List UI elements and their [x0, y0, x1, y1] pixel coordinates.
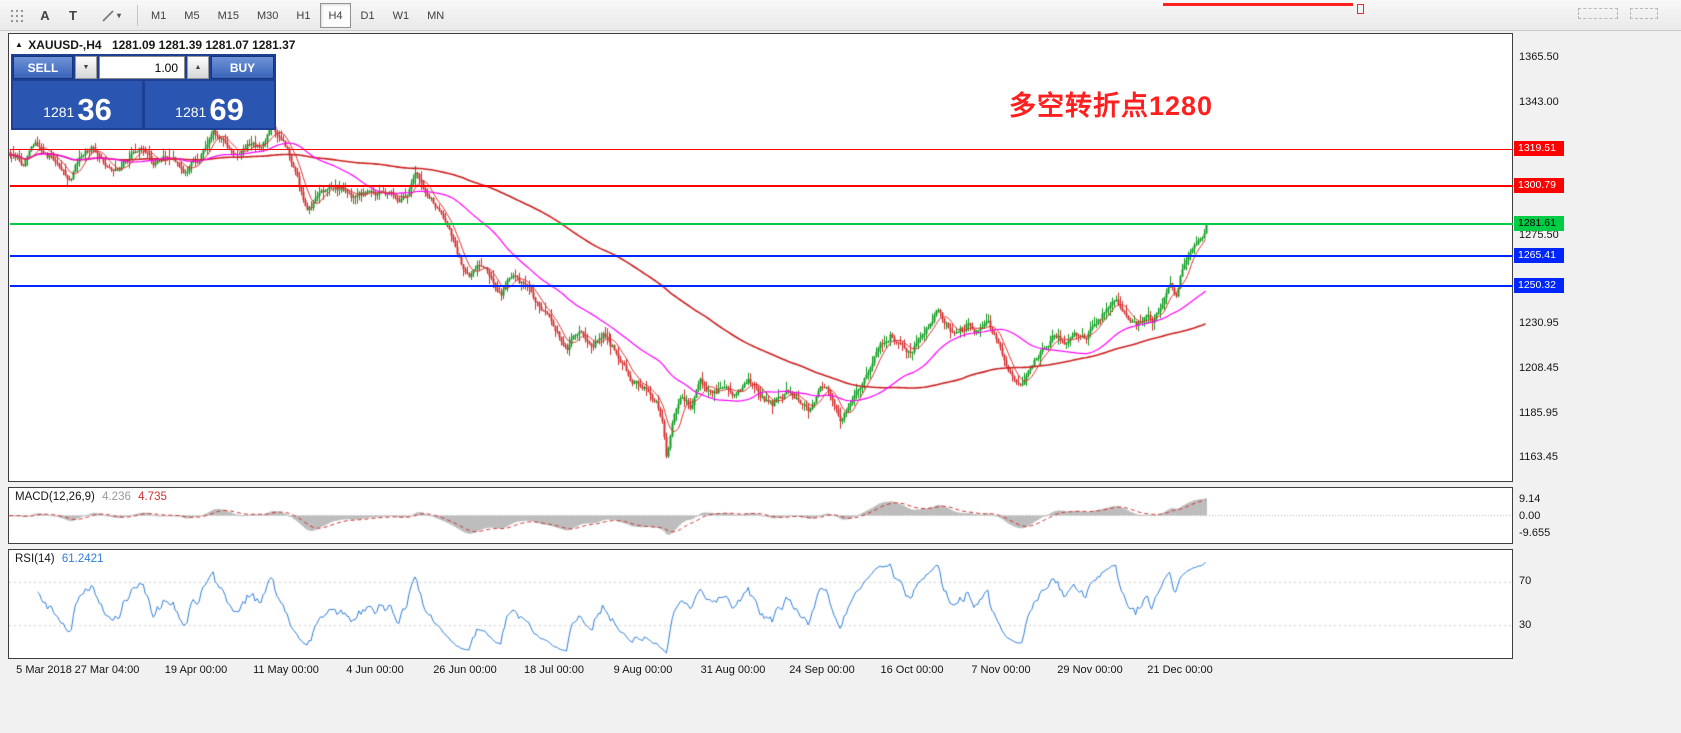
sell-price-display[interactable]: 1281 36 — [13, 81, 142, 128]
time-axis-label: 5 Mar 2018 — [16, 664, 72, 676]
grid-dots-icon — [10, 9, 24, 22]
price-axis-label: 1343.00 — [1519, 95, 1559, 108]
buy-price-pips: 69 — [209, 91, 244, 127]
price-line-tag: 1281.61 — [1514, 215, 1564, 231]
time-axis-label: 26 Jun 00:00 — [433, 664, 497, 676]
symbol-triangle-icon: ▲ — [15, 40, 23, 49]
price-chart-pane[interactable]: ▲ XAUUSD-,H4 1281.09 1281.39 1281.07 128… — [8, 33, 1513, 482]
macd-axis-label: 0.00 — [1519, 509, 1541, 522]
rsi-axis-label: 70 — [1519, 575, 1532, 588]
rsi-axis-label: 30 — [1519, 618, 1532, 631]
time-axis-label: 7 Nov 00:00 — [971, 664, 1031, 676]
toolbar: A T ▾ M1 M5 M15 M30 H1 H4 D1 W1 MN — [0, 0, 1681, 31]
toolbar-separator — [137, 5, 138, 26]
time-axis-label: 21 Dec 00:00 — [1147, 664, 1213, 676]
red-marker-icon — [1357, 4, 1364, 14]
macd-canvas — [9, 488, 1512, 543]
trade-prices-row: 1281 36 1281 69 — [13, 81, 274, 128]
time-axis-label: 27 Mar 04:00 — [74, 664, 140, 676]
timeframe-button-m1[interactable]: M1 — [143, 3, 174, 28]
timeframe-button-mn[interactable]: MN — [419, 3, 452, 28]
price-axis-label: 1230.95 — [1519, 317, 1559, 330]
timeframe-button-d1[interactable]: D1 — [353, 3, 383, 28]
sell-price-base: 1281 — [43, 104, 75, 120]
price-axis: 1365.50 1343.00 1275.50 1230.95 1208.45 1185.… — [1513, 0, 1681, 733]
rsi-canvas — [9, 550, 1512, 658]
macd-value: 4.236 — [102, 491, 131, 503]
timeframe-button-h4[interactable]: H4 — [320, 3, 351, 28]
price-line-tag: 1300.79 — [1514, 177, 1564, 193]
timeframe-group: M1 M5 M15 M30 H1 H4 D1 W1 MN — [143, 3, 452, 28]
macd-signal-value: 4.735 — [138, 491, 167, 503]
sell-button[interactable]: SELL — [13, 56, 73, 79]
buy-button[interactable]: BUY — [211, 56, 274, 79]
symbol-label: XAUUSD-,H4 — [28, 38, 102, 52]
macd-axis-label: -9.655 — [1519, 527, 1551, 540]
horizontal-price-line-1300.79[interactable] — [10, 185, 1513, 188]
horizontal-price-line-1281.61[interactable] — [10, 223, 1513, 226]
buy-price-display[interactable]: 1281 69 — [145, 81, 274, 128]
trade-controls-row: SELL ▼ ▲ BUY — [13, 56, 274, 79]
time-axis-label: 24 Sep 00:00 — [789, 664, 855, 676]
chart-header: ▲ XAUUSD-,H4 1281.09 1281.39 1281.07 128… — [15, 38, 295, 52]
time-axis-label: 16 Oct 00:00 — [880, 664, 944, 676]
rsi-title: RSI(14) — [15, 553, 55, 565]
volume-decrease-button[interactable]: ▼ — [75, 56, 97, 79]
time-axis-label: 18 Jul 00:00 — [524, 664, 584, 676]
timeframe-button-m15[interactable]: M15 — [210, 3, 247, 28]
price-axis-label: 1365.50 — [1519, 50, 1559, 63]
timeframe-button-w1[interactable]: W1 — [385, 3, 418, 28]
macd-title: MACD(12,26,9) — [15, 491, 95, 503]
toolbar-placeholder-icon — [1630, 8, 1658, 19]
ohlc-quote: 1281.09 1281.39 1281.07 1281.37 — [111, 38, 296, 52]
horizontal-price-line-1319.51[interactable] — [10, 148, 1513, 150]
label-tool-button[interactable]: T — [60, 3, 86, 28]
shapes-tool-button[interactable]: ▾ — [92, 3, 130, 28]
toolbar-placeholder-icon — [1578, 8, 1618, 19]
volume-increase-button[interactable]: ▲ — [187, 56, 209, 79]
time-axis-label: 11 May 00:00 — [253, 664, 319, 676]
time-axis-label: 19 Apr 00:00 — [164, 664, 228, 676]
time-axis: 5 Mar 2018 27 Mar 04:00 19 Apr 00:00 11 May… — [8, 663, 1513, 679]
time-axis-label: 31 Aug 00:00 — [700, 664, 766, 676]
macd-label: MACD(12,26,9) 4.236 4.735 — [15, 491, 167, 503]
sell-price-pips: 36 — [77, 91, 112, 127]
price-axis-label: 1185.95 — [1519, 406, 1558, 419]
trendline-icon — [102, 9, 114, 22]
price-line-tag: 1265.41 — [1514, 247, 1564, 263]
chart-annotation-text: 多空转折点1280 — [1009, 91, 1214, 121]
timeframe-button-m30[interactable]: M30 — [249, 3, 286, 28]
caret-down-icon: ▼ — [82, 64, 90, 71]
rsi-value: 61.2421 — [61, 553, 104, 565]
crosshair-tool-button[interactable] — [4, 3, 30, 28]
volume-input[interactable] — [99, 56, 185, 79]
rsi-indicator-pane[interactable]: RSI(14) 61.2421 — [8, 549, 1513, 659]
horizontal-price-line-1265.41[interactable] — [10, 255, 1513, 258]
timeframe-button-h1[interactable]: H1 — [288, 3, 318, 28]
time-axis-label: 4 Jun 00:00 — [346, 664, 404, 676]
price-line-tag: 1319.51 — [1514, 140, 1564, 156]
caret-up-icon: ▲ — [194, 64, 202, 71]
horizontal-price-line-1250.32[interactable] — [10, 285, 1513, 288]
price-axis-label: 1275.50 — [1519, 229, 1559, 242]
macd-indicator-pane[interactable]: MACD(12,26,9) 4.236 4.735 — [8, 487, 1513, 544]
time-axis-label: 9 Aug 00:00 — [613, 664, 673, 676]
caret-down-icon: ▾ — [116, 11, 121, 20]
price-axis-label: 1163.45 — [1519, 451, 1558, 464]
text-tool-button[interactable]: A — [32, 3, 58, 28]
macd-axis-label: 9.14 — [1519, 492, 1541, 505]
buy-price-base: 1281 — [175, 104, 207, 120]
timeframe-button-m5[interactable]: M5 — [176, 3, 207, 28]
price-axis-label: 1208.45 — [1519, 362, 1559, 374]
time-axis-label: 29 Nov 00:00 — [1057, 664, 1123, 676]
rsi-label: RSI(14) 61.2421 — [15, 553, 103, 565]
drawn-red-line-object[interactable] — [1163, 3, 1353, 6]
price-line-tag: 1250.32 — [1514, 277, 1564, 293]
